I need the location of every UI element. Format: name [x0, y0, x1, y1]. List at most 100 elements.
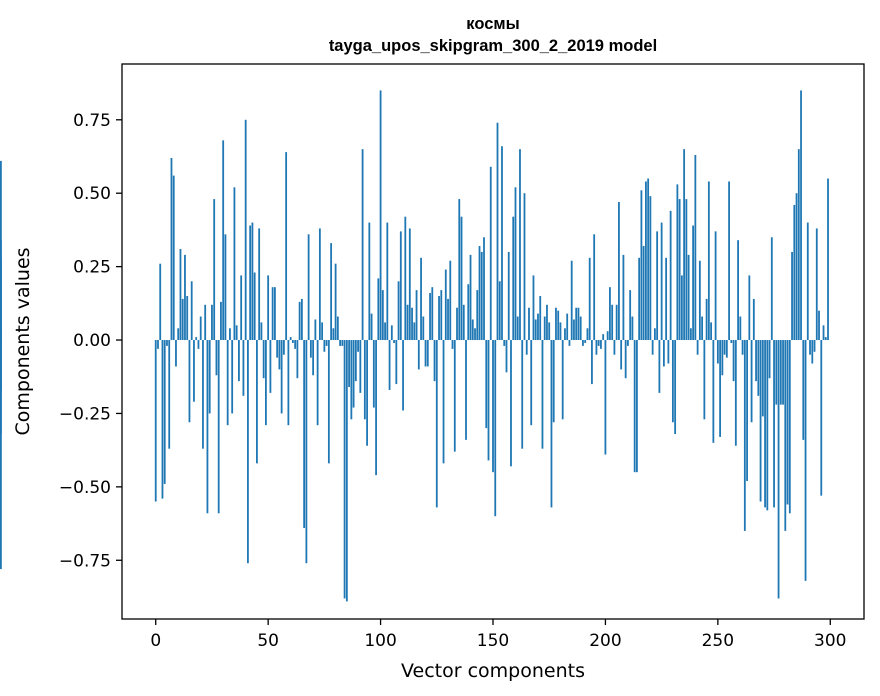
- bar: [759, 340, 762, 502]
- bar: [741, 340, 744, 355]
- bar: [777, 340, 780, 599]
- bar: [822, 325, 825, 341]
- bar: [651, 340, 654, 355]
- bar: [689, 328, 692, 341]
- bar: [161, 340, 164, 499]
- bar: [671, 340, 674, 423]
- bar: [404, 216, 407, 341]
- bar: [521, 340, 524, 449]
- bar: [595, 340, 598, 355]
- bar: [732, 340, 735, 382]
- bar: [624, 340, 627, 379]
- bar: [784, 340, 787, 531]
- bar: [415, 290, 418, 341]
- bar: [226, 340, 229, 426]
- bar: [743, 340, 746, 531]
- bar: [764, 340, 766, 508]
- bar: [229, 328, 231, 341]
- bar: [721, 340, 724, 376]
- bar: [217, 340, 220, 514]
- bar: [199, 316, 202, 341]
- bar: [755, 340, 757, 382]
- bar: [442, 340, 445, 464]
- bar: [465, 340, 467, 440]
- bar: [388, 340, 391, 390]
- bar: [591, 340, 593, 385]
- y-tick-label: 0.25: [73, 258, 111, 278]
- y-tick-label: −0.75: [59, 551, 111, 571]
- bar: [354, 340, 357, 382]
- bar: [573, 319, 575, 341]
- bar: [467, 284, 470, 341]
- chart-title: космы: [466, 15, 519, 33]
- bar: [363, 340, 366, 420]
- bar: [453, 340, 456, 452]
- bar: [723, 340, 726, 355]
- bar: [557, 310, 560, 341]
- bar: [204, 304, 207, 341]
- bar: [613, 340, 616, 355]
- bar: [386, 222, 389, 341]
- bar: [707, 181, 710, 341]
- bar: [815, 228, 818, 341]
- bar: [512, 216, 515, 341]
- y-tick-label: 0.75: [73, 111, 111, 131]
- bar: [300, 298, 303, 341]
- bar: [334, 263, 337, 341]
- bar: [676, 184, 679, 341]
- bar: [505, 340, 508, 373]
- bar: [725, 340, 728, 358]
- bar: [525, 340, 528, 355]
- bar: [271, 287, 274, 341]
- bar: [359, 340, 362, 393]
- bar: [341, 340, 344, 346]
- bar: [411, 307, 413, 341]
- bar: [645, 181, 647, 341]
- bar: [330, 243, 333, 341]
- bar: [611, 304, 614, 341]
- bar: [449, 260, 452, 341]
- y-tick-label: 0.00: [73, 331, 111, 351]
- bar: [548, 322, 551, 341]
- bar: [782, 340, 784, 405]
- bar: [435, 340, 438, 508]
- bar: [584, 340, 587, 343]
- bar: [492, 340, 494, 473]
- bar: [399, 231, 402, 341]
- bar: [593, 234, 596, 341]
- y-tick-label: −0.25: [59, 404, 111, 424]
- bar: [750, 340, 753, 423]
- bar: [588, 257, 591, 341]
- bar: [352, 340, 355, 408]
- bar: [296, 340, 299, 379]
- bar: [561, 340, 564, 420]
- bar: [586, 328, 589, 341]
- bar: [523, 193, 526, 341]
- bar: [570, 260, 573, 341]
- bar: [447, 298, 449, 341]
- bar: [197, 340, 200, 349]
- bar: [339, 340, 341, 346]
- bar: [247, 340, 249, 564]
- bar: [609, 287, 611, 341]
- bar: [615, 304, 618, 341]
- bar: [712, 340, 715, 443]
- bar: [820, 340, 823, 496]
- bar: [714, 231, 717, 341]
- x-tick-label: 300: [814, 631, 846, 651]
- bar: [539, 295, 542, 341]
- bar: [546, 304, 548, 341]
- bar: [431, 287, 434, 341]
- bar: [424, 340, 427, 367]
- bar: [312, 340, 315, 376]
- bar: [177, 328, 180, 341]
- bar: [280, 340, 283, 414]
- bar: [662, 340, 665, 367]
- bar: [503, 340, 506, 346]
- bar: [287, 340, 290, 426]
- bar: [658, 340, 661, 393]
- bar: [559, 322, 562, 341]
- x-axis-ticks: 0 50 100 150 200 250 300: [150, 619, 846, 651]
- bar: [633, 340, 636, 473]
- bar: [314, 319, 317, 341]
